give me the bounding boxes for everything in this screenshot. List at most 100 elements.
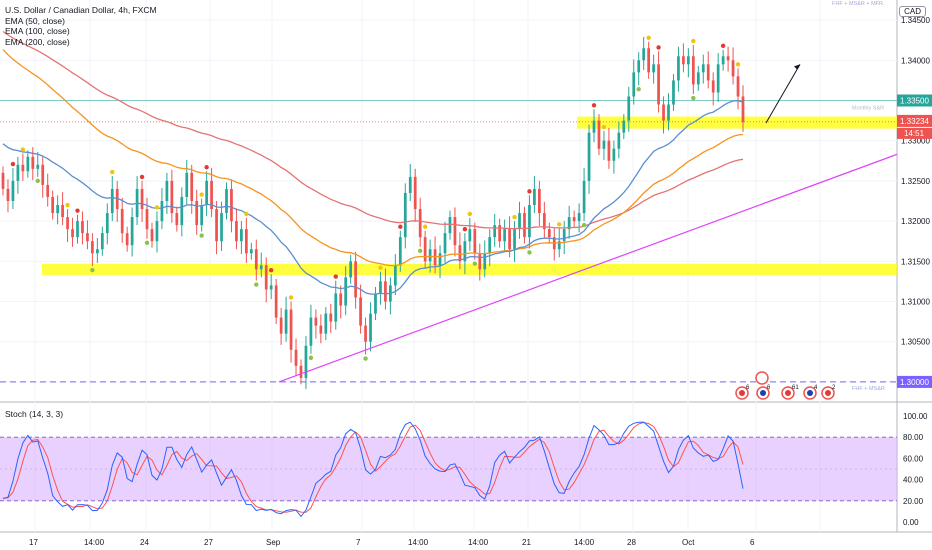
fractal-dot [656, 45, 661, 50]
fractal-dot [720, 43, 726, 49]
stoch-label: Stoch (14, 3, 3) [5, 409, 64, 419]
fractal-dot [512, 214, 517, 220]
countdown-label: 14:51 [904, 129, 925, 138]
candle [677, 56, 680, 81]
level-label: 1.33500 [900, 97, 929, 106]
candle [463, 241, 467, 262]
time-tick: Sep [266, 538, 281, 547]
candle [235, 221, 238, 242]
time-tick: 14:00 [84, 538, 105, 547]
candle [731, 60, 735, 77]
candle [617, 132, 621, 149]
fractal-dot [691, 38, 696, 44]
countdown-box [897, 127, 932, 139]
event-flag-icon [807, 390, 813, 396]
candle [91, 241, 94, 254]
candle [384, 281, 387, 302]
candle [339, 293, 343, 306]
candle [706, 64, 710, 81]
candle [612, 148, 616, 161]
time-tick: 14:00 [574, 538, 595, 547]
event-flag-icon [760, 390, 766, 396]
level-box [897, 94, 932, 107]
candle [41, 164, 45, 185]
current-price-box [897, 114, 932, 127]
candle [741, 96, 745, 123]
candle [602, 140, 606, 149]
fractal-dot [527, 189, 532, 194]
candle [508, 229, 511, 250]
candle [76, 221, 79, 238]
candle [428, 249, 432, 262]
candle [418, 209, 422, 238]
candle [125, 233, 129, 246]
price-tick: 1.31000 [901, 298, 930, 307]
candle [61, 205, 64, 218]
time-tick: 7 [356, 538, 361, 547]
stoch-band [0, 437, 897, 501]
candle [533, 188, 536, 206]
price-tick: 1.31500 [901, 257, 930, 266]
support-zone [42, 263, 897, 275]
fractal-dot [422, 224, 428, 229]
candle [403, 192, 407, 238]
fractal-dot [417, 248, 423, 254]
candle [572, 217, 576, 222]
ema-50-line [2, 100, 744, 295]
fractal-dot [10, 161, 16, 167]
candle [304, 345, 308, 378]
fractal-dot [75, 208, 80, 213]
candle [359, 297, 362, 326]
fractal-dot [154, 205, 160, 210]
bottom-line-label: FHF + MS&R [852, 386, 885, 392]
candle [458, 245, 462, 262]
candle [81, 221, 84, 234]
candle [652, 64, 655, 73]
candle [393, 265, 397, 286]
candle [314, 317, 318, 326]
event-flag-icon [785, 390, 791, 396]
candle [309, 317, 313, 346]
candle [587, 132, 591, 181]
candle [557, 241, 561, 250]
candle [175, 213, 179, 226]
candle [1, 172, 5, 189]
candle [170, 180, 174, 214]
candle [344, 277, 348, 306]
candle [597, 120, 601, 149]
time-tick: 14:00 [408, 538, 429, 547]
candle [279, 317, 283, 334]
chart-legend: U.S. Dollar / Canadian Dollar, 4h, FXCM … [5, 5, 157, 47]
price-tick: 1.34000 [901, 56, 930, 65]
candle [100, 233, 104, 250]
time-tick: Oct [682, 538, 695, 547]
fractal-dot [581, 222, 587, 228]
event-flag-icon [825, 390, 831, 396]
candle [488, 237, 492, 254]
stoch-tick: 80.00 [903, 433, 924, 442]
candle [244, 229, 248, 254]
fractal-dot [333, 274, 338, 279]
currency-badge[interactable]: CAD [899, 6, 926, 17]
stoch-tick: 100.00 [903, 412, 928, 421]
fractal-dot [199, 192, 204, 197]
candle [240, 229, 243, 242]
price-tick: 1.34500 [901, 16, 930, 25]
top-right-label: FHF + MS&R + MFR [832, 1, 883, 7]
fractal-dot [144, 240, 150, 245]
candle [11, 180, 15, 201]
candle [443, 233, 447, 254]
candle [498, 225, 502, 242]
candle [448, 217, 452, 234]
stoch-tick: 20.00 [903, 497, 924, 506]
event-count: 6 [767, 385, 771, 391]
candle [637, 60, 641, 73]
price-tick: 1.33000 [901, 137, 930, 146]
candle [354, 261, 357, 298]
candle [220, 213, 223, 242]
candle [259, 265, 263, 270]
candle [294, 349, 298, 366]
projection-arrowhead [794, 64, 800, 70]
fractal-dot [244, 211, 249, 217]
